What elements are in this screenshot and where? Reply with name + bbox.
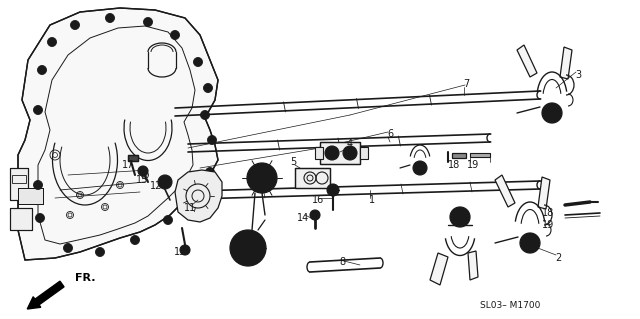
Circle shape: [33, 181, 42, 189]
Bar: [12, 175, 26, 183]
Text: 18: 18: [448, 160, 460, 170]
Bar: [452, 153, 466, 158]
Bar: [10, 208, 32, 230]
Text: 1: 1: [369, 195, 375, 205]
Polygon shape: [175, 170, 222, 222]
Text: 13: 13: [174, 247, 186, 257]
Circle shape: [143, 18, 152, 26]
Circle shape: [131, 235, 140, 244]
Circle shape: [170, 31, 179, 40]
Text: 10: 10: [238, 253, 250, 263]
Circle shape: [47, 38, 56, 47]
Text: 6: 6: [387, 129, 393, 139]
Text: 9: 9: [265, 172, 271, 182]
Circle shape: [325, 146, 339, 160]
Polygon shape: [560, 47, 572, 79]
Circle shape: [343, 146, 357, 160]
Bar: [18, 188, 43, 204]
Circle shape: [450, 207, 470, 227]
Text: 16: 16: [312, 195, 324, 205]
Polygon shape: [517, 45, 537, 77]
Bar: [360, 147, 368, 159]
Bar: [10, 168, 28, 200]
Circle shape: [193, 57, 202, 66]
Text: 17: 17: [122, 160, 134, 170]
Text: 2: 2: [555, 253, 561, 263]
Text: 19: 19: [542, 220, 554, 230]
Circle shape: [33, 106, 42, 115]
Polygon shape: [538, 177, 550, 209]
Text: 7: 7: [463, 79, 469, 89]
Circle shape: [207, 136, 216, 145]
Text: 18: 18: [542, 208, 554, 218]
Text: 5: 5: [290, 157, 296, 167]
Text: 11: 11: [184, 203, 196, 213]
Bar: [18, 188, 43, 204]
Bar: [315, 147, 323, 159]
Circle shape: [205, 167, 214, 176]
Circle shape: [106, 13, 115, 23]
Text: 3: 3: [575, 70, 581, 80]
Text: 19: 19: [467, 160, 479, 170]
Text: 8: 8: [339, 257, 345, 267]
Text: SL03– M1700: SL03– M1700: [480, 300, 540, 309]
Circle shape: [327, 184, 339, 196]
Circle shape: [191, 194, 200, 203]
Bar: [320, 142, 360, 164]
Polygon shape: [18, 8, 218, 260]
Polygon shape: [430, 253, 448, 285]
Circle shape: [200, 110, 209, 120]
Text: 15: 15: [136, 175, 148, 185]
Circle shape: [413, 161, 427, 175]
Text: 12: 12: [150, 181, 162, 191]
Circle shape: [163, 216, 173, 225]
Circle shape: [158, 175, 172, 189]
Circle shape: [63, 243, 72, 253]
Circle shape: [520, 233, 540, 253]
Bar: [295, 168, 330, 188]
Bar: [128, 155, 138, 161]
Text: 4: 4: [347, 139, 353, 149]
Circle shape: [310, 210, 320, 220]
Text: FR.: FR.: [75, 273, 95, 283]
Circle shape: [138, 166, 148, 176]
Bar: [10, 208, 32, 230]
Circle shape: [204, 84, 212, 93]
Bar: [295, 168, 330, 188]
Polygon shape: [495, 175, 515, 207]
Circle shape: [95, 248, 104, 256]
Bar: [10, 168, 28, 200]
Circle shape: [247, 163, 277, 193]
Bar: [470, 153, 490, 157]
Bar: [128, 155, 138, 161]
Circle shape: [70, 20, 79, 29]
Circle shape: [38, 65, 47, 75]
Bar: [320, 142, 360, 164]
Circle shape: [230, 230, 266, 266]
Circle shape: [542, 103, 562, 123]
Circle shape: [35, 213, 45, 222]
Polygon shape: [468, 251, 478, 280]
FancyArrow shape: [28, 281, 64, 309]
Circle shape: [180, 245, 190, 255]
Text: 14: 14: [297, 213, 309, 223]
